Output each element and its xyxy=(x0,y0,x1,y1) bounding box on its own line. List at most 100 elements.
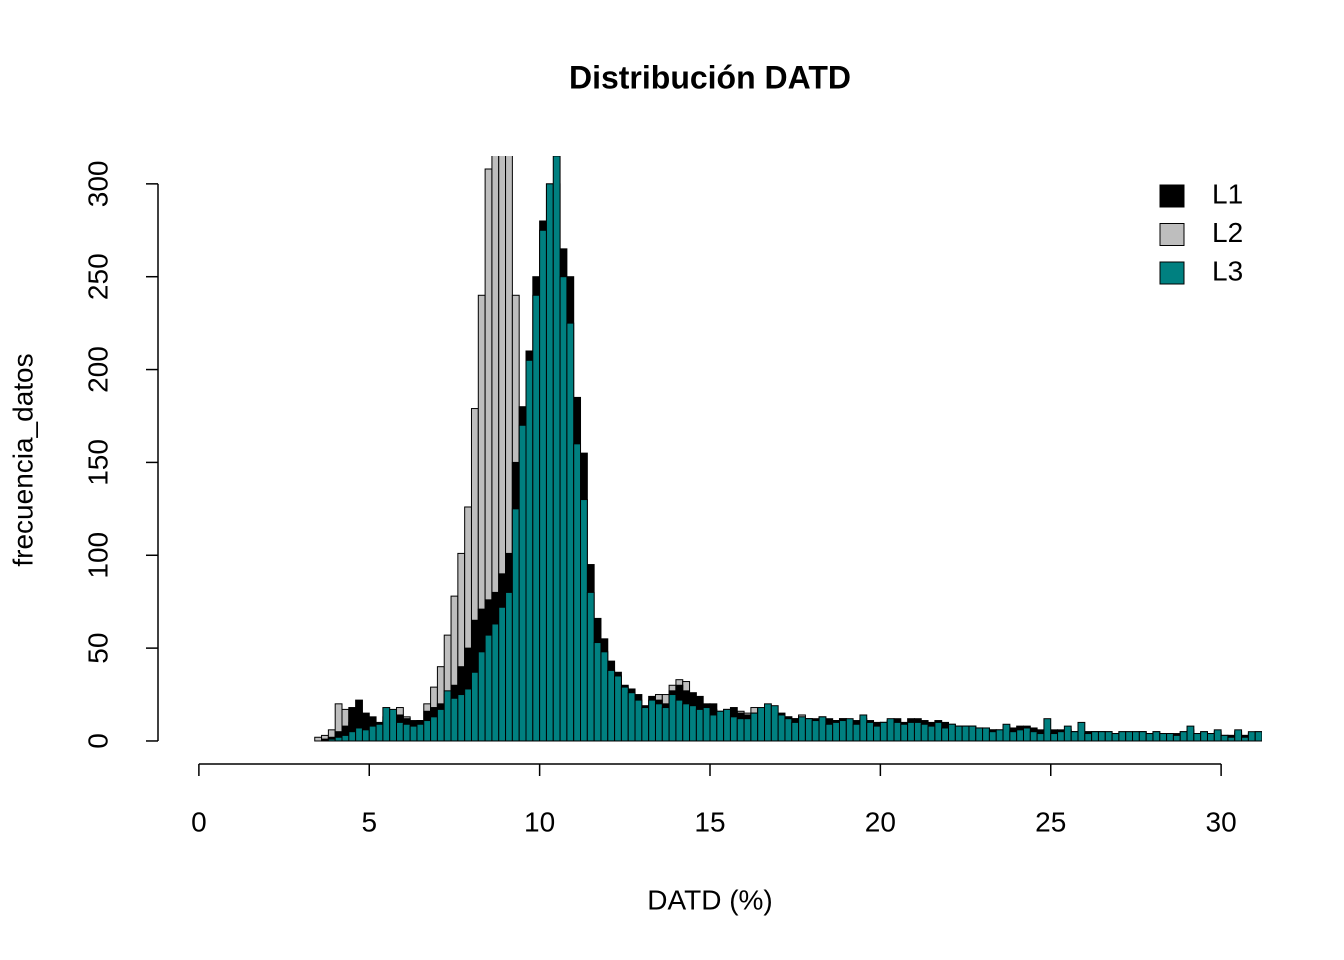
bar xyxy=(886,718,895,742)
bar xyxy=(1193,733,1202,742)
x-tick-label: 20 xyxy=(865,806,896,837)
bar xyxy=(1118,731,1127,742)
bar xyxy=(1247,731,1256,742)
x-axis-label: DATD (%) xyxy=(647,884,772,915)
bar xyxy=(484,634,493,742)
bar xyxy=(1200,731,1208,742)
bar xyxy=(777,714,786,742)
bar xyxy=(1091,731,1099,742)
bar xyxy=(709,714,718,742)
bar xyxy=(1097,731,1106,742)
bar xyxy=(1057,731,1065,742)
bar xyxy=(593,642,602,742)
bar xyxy=(539,229,547,742)
bar xyxy=(559,276,568,742)
bar xyxy=(586,591,595,742)
bar xyxy=(927,725,936,742)
bar xyxy=(396,721,404,742)
y-axis-label: frecuencia_datos xyxy=(7,353,38,566)
bar xyxy=(729,716,738,742)
y-tick-label: 100 xyxy=(82,532,113,579)
bar xyxy=(1016,729,1024,742)
bar xyxy=(866,721,875,742)
bar xyxy=(941,727,950,742)
bar xyxy=(1206,733,1215,742)
bar xyxy=(348,731,357,742)
bar xyxy=(736,718,745,742)
bar xyxy=(580,499,588,742)
bar xyxy=(791,721,800,742)
bar xyxy=(620,686,629,742)
bar xyxy=(464,688,472,742)
bar xyxy=(1227,736,1236,742)
bar xyxy=(641,707,650,742)
bar xyxy=(1213,729,1222,742)
bar xyxy=(409,725,418,742)
bar xyxy=(532,294,541,742)
bar xyxy=(389,708,398,742)
bar xyxy=(1220,734,1229,742)
bar xyxy=(634,699,643,742)
bar xyxy=(1009,731,1018,742)
bar xyxy=(675,699,684,742)
bar xyxy=(368,725,377,742)
bar xyxy=(375,723,384,742)
bar xyxy=(770,705,779,742)
bar xyxy=(845,718,854,742)
y-tick-label: 150 xyxy=(82,439,113,486)
bar xyxy=(1145,733,1154,742)
bar xyxy=(920,723,929,742)
bar xyxy=(1029,731,1038,742)
bar xyxy=(764,703,772,742)
bar xyxy=(321,738,329,742)
bar xyxy=(1111,733,1120,742)
bar xyxy=(654,703,663,742)
y-tick-label: 0 xyxy=(82,733,113,749)
bar xyxy=(852,723,861,742)
bar xyxy=(1043,718,1052,742)
bar xyxy=(314,736,323,742)
bar xyxy=(804,718,813,742)
bar xyxy=(682,703,691,742)
bar xyxy=(893,721,902,742)
y-tick-label: 50 xyxy=(82,633,113,664)
y-tick-label: 200 xyxy=(82,346,113,393)
bar xyxy=(334,736,343,742)
bar xyxy=(1125,731,1134,742)
bar xyxy=(416,723,425,742)
bar xyxy=(668,694,677,742)
legend-swatch xyxy=(1159,184,1185,208)
bar xyxy=(1172,734,1181,742)
bar xyxy=(832,721,840,742)
bar xyxy=(907,721,915,742)
bar xyxy=(627,692,636,742)
bar xyxy=(702,707,711,742)
bar xyxy=(689,705,697,742)
bar xyxy=(913,721,922,742)
x-tick-label: 10 xyxy=(524,806,555,837)
bar xyxy=(954,725,963,742)
bar xyxy=(518,424,527,742)
bar xyxy=(934,721,943,742)
bar xyxy=(1166,733,1174,742)
bar xyxy=(743,718,752,742)
bar xyxy=(1077,721,1086,742)
legend-label: L1 xyxy=(1212,178,1243,209)
bar xyxy=(498,606,507,742)
bar xyxy=(1234,729,1243,742)
bar xyxy=(948,723,956,742)
bar xyxy=(545,183,554,742)
bar xyxy=(975,727,984,742)
bar xyxy=(1070,731,1079,742)
bar xyxy=(1186,725,1195,742)
x-tick-label: 15 xyxy=(694,806,725,837)
bar xyxy=(423,720,432,742)
bar xyxy=(818,716,827,742)
bar xyxy=(784,718,793,742)
legend-label: L3 xyxy=(1212,255,1243,286)
bar xyxy=(361,729,370,742)
bar xyxy=(450,697,459,742)
bar xyxy=(491,623,500,742)
bar xyxy=(443,690,452,742)
